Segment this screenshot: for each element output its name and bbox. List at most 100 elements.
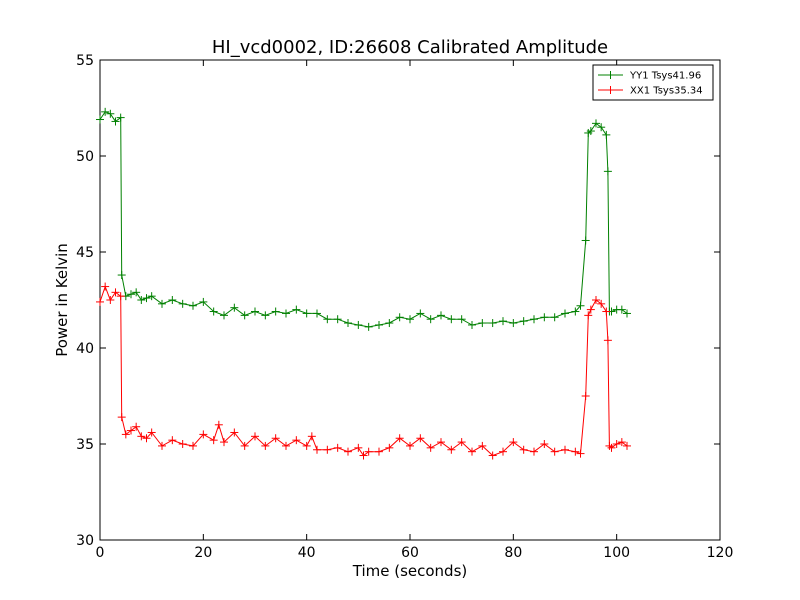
legend-label-1: XX1 Tsys35.34 bbox=[630, 86, 703, 97]
legend-box bbox=[592, 64, 714, 101]
x-tick-label-1: 20 bbox=[194, 545, 212, 561]
series-1-point-11 bbox=[147, 428, 156, 437]
series-0-point-8 bbox=[132, 288, 141, 297]
series-0-point-11 bbox=[147, 292, 156, 301]
series-0-point-9 bbox=[137, 296, 146, 304]
series-0-point-32 bbox=[364, 322, 373, 331]
series-1-point-48 bbox=[499, 447, 507, 456]
series-0-point-64 bbox=[617, 305, 626, 314]
series-1-point-27 bbox=[302, 441, 311, 450]
series-1-point-50 bbox=[519, 445, 528, 454]
series-1-point-57 bbox=[581, 392, 590, 400]
series-1-point-62 bbox=[602, 307, 611, 316]
series-1-point-44 bbox=[457, 438, 466, 447]
series-0-point-14 bbox=[178, 299, 187, 308]
series-1-point-14 bbox=[178, 440, 187, 448]
series-0-point-3 bbox=[111, 117, 120, 126]
series-0-point-33 bbox=[375, 320, 383, 329]
series-1-point-66 bbox=[612, 440, 621, 448]
series-1-point-30 bbox=[323, 445, 332, 454]
series-1-point-38 bbox=[395, 434, 404, 443]
series-0-point-44 bbox=[488, 319, 497, 328]
x-tick-label-3: 60 bbox=[401, 545, 419, 561]
series-0-point-56 bbox=[586, 127, 595, 136]
series-0-point-28 bbox=[323, 315, 332, 324]
series-1-point-65 bbox=[607, 443, 616, 452]
series-0-point-59 bbox=[602, 130, 611, 139]
series-1-point-17 bbox=[209, 436, 218, 445]
series-0-point-25 bbox=[292, 305, 301, 314]
x-axis-title: Time (seconds) bbox=[352, 562, 468, 580]
series-0-point-30 bbox=[344, 319, 352, 328]
series-0-point-37 bbox=[416, 309, 425, 318]
chart-title: HI_vcd0002, ID:26608 Calibrated Amplitud… bbox=[212, 37, 608, 58]
series-0-point-16 bbox=[199, 297, 208, 306]
series-1-point-24 bbox=[271, 434, 280, 443]
series-0-point-21 bbox=[251, 307, 259, 316]
series-0-point-41 bbox=[457, 315, 466, 324]
series-1-point-1 bbox=[101, 282, 110, 291]
series-1-point-18 bbox=[214, 420, 223, 429]
series-1-point-64 bbox=[605, 441, 614, 450]
series-1-point-35 bbox=[364, 447, 373, 456]
series-1-point-5 bbox=[117, 413, 126, 422]
series-1-point-10 bbox=[142, 434, 151, 443]
series-1-point-7 bbox=[127, 426, 135, 435]
series-0-point-29 bbox=[333, 315, 342, 324]
y-tick-label-1: 35 bbox=[76, 437, 94, 453]
series-0-point-50 bbox=[550, 313, 559, 322]
series-1 bbox=[96, 282, 631, 460]
series-1-point-0 bbox=[96, 297, 104, 306]
x-tick-label-5: 100 bbox=[603, 545, 630, 561]
series-1-point-29 bbox=[313, 445, 321, 454]
series-1-point-41 bbox=[426, 443, 435, 452]
series-1-point-16 bbox=[199, 430, 208, 439]
series-0-point-46 bbox=[509, 319, 518, 328]
series-0-point-18 bbox=[220, 311, 228, 320]
series-1-point-4 bbox=[116, 292, 125, 301]
series-0-point-7 bbox=[127, 290, 135, 299]
series-0-point-42 bbox=[468, 320, 476, 329]
series-0-point-43 bbox=[478, 319, 487, 328]
series-1-point-45 bbox=[468, 447, 476, 456]
y-tick-label-5: 55 bbox=[76, 53, 94, 69]
series-0-point-45 bbox=[499, 317, 507, 326]
series-0-point-5 bbox=[117, 271, 126, 280]
series-0-point-47 bbox=[519, 317, 528, 326]
series-1-point-31 bbox=[333, 443, 342, 452]
series-1-point-42 bbox=[437, 438, 445, 447]
y-axis-title: Power in Kelvin bbox=[53, 243, 71, 357]
series-1-point-63 bbox=[603, 336, 612, 345]
series-1-point-46 bbox=[478, 441, 487, 450]
series-1-point-33 bbox=[354, 443, 363, 452]
series-1-point-51 bbox=[530, 447, 538, 456]
series-1-point-67 bbox=[617, 438, 626, 447]
series-0-point-34 bbox=[385, 319, 394, 328]
y-tick-label-2: 40 bbox=[76, 341, 94, 357]
legend-label-0: YY1 Tsys41.96 bbox=[629, 71, 701, 82]
series-0-point-52 bbox=[571, 307, 580, 316]
series-1-point-56 bbox=[576, 449, 585, 458]
x-tick-label-2: 40 bbox=[298, 545, 316, 561]
series-0-point-10 bbox=[142, 294, 151, 303]
y-tick-label-4: 50 bbox=[76, 149, 94, 165]
series-0-point-58 bbox=[597, 123, 606, 132]
series-1-point-15 bbox=[189, 441, 197, 450]
series-0-point-19 bbox=[230, 303, 239, 312]
series-1-point-25 bbox=[282, 441, 290, 450]
series-1-point-12 bbox=[158, 441, 166, 450]
series-0-point-13 bbox=[168, 296, 177, 304]
series-0-point-0 bbox=[96, 115, 104, 124]
series-0-point-26 bbox=[302, 309, 311, 318]
axis-ticks: 0 20 40 60 80 100 120 30 35 40 45 50 55 bbox=[76, 53, 733, 561]
series-0-point-23 bbox=[271, 307, 280, 316]
series-1-point-19 bbox=[220, 438, 228, 447]
series-0-point-4 bbox=[116, 113, 125, 122]
series-1-point-22 bbox=[251, 432, 259, 441]
series-1-point-8 bbox=[132, 422, 141, 431]
series-0-point-27 bbox=[313, 309, 321, 318]
series-0-point-38 bbox=[426, 315, 435, 324]
series-0-point-15 bbox=[189, 301, 197, 310]
series-0-point-17 bbox=[209, 307, 218, 316]
series-1-point-39 bbox=[406, 441, 414, 450]
